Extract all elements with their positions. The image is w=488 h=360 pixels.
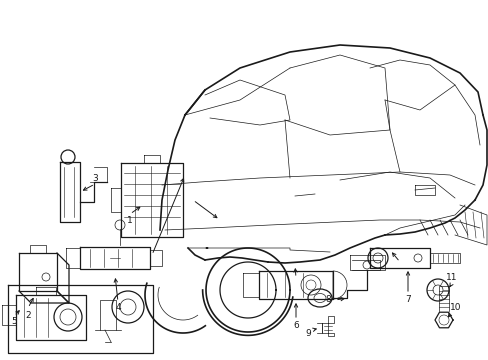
Text: 8: 8 xyxy=(325,296,330,305)
Text: 7: 7 xyxy=(404,296,410,305)
Text: 10: 10 xyxy=(449,303,461,312)
Text: 3: 3 xyxy=(92,174,98,183)
Text: 6: 6 xyxy=(292,321,298,330)
Text: 9: 9 xyxy=(305,328,310,338)
Text: 5: 5 xyxy=(11,318,17,327)
Text: 4: 4 xyxy=(115,303,121,312)
Text: 2: 2 xyxy=(25,310,31,320)
Text: 1: 1 xyxy=(127,216,133,225)
Text: 11: 11 xyxy=(446,274,457,283)
